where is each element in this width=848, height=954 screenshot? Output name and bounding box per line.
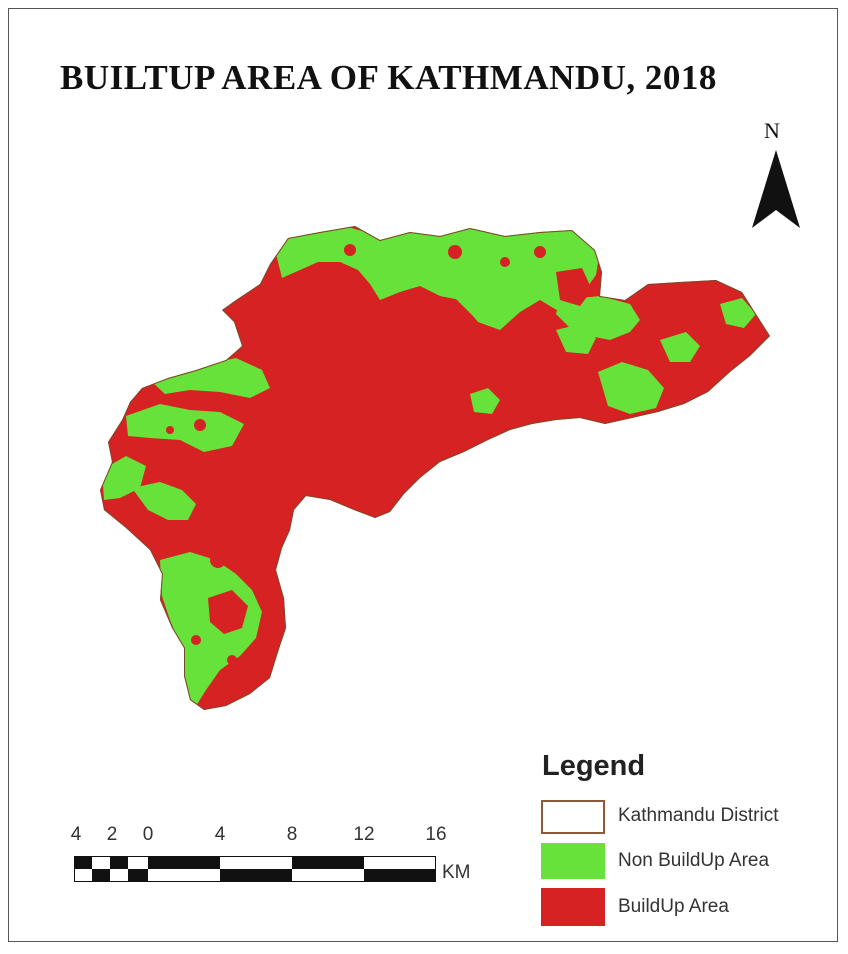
scale-tick-label: 8: [286, 824, 298, 845]
legend-label-district: Kathmandu District: [618, 805, 779, 826]
legend-title: Legend: [542, 750, 646, 782]
scale-unit-label: KM: [442, 862, 471, 883]
legend-swatch-builtup: [541, 888, 605, 926]
legend-swatch-district: [541, 800, 605, 834]
legend-swatch-non-builtup: [541, 843, 605, 879]
map-title: BUILTUP AREA OF KATHMANDU, 2018: [60, 58, 717, 97]
north-arrow-icon: [752, 150, 800, 228]
builtup-specks: [166, 244, 592, 665]
non-builtup-patches: [102, 226, 756, 706]
scale-tick-label: 4: [214, 824, 226, 845]
scale-tick-label: 4: [70, 824, 82, 845]
scale-tick-label: 0: [142, 824, 154, 845]
legend-label-non-builtup: Non BuildUp Area: [618, 850, 770, 871]
scale-tick-label: 12: [353, 824, 375, 845]
scale-tick-label: 2: [106, 824, 118, 845]
scale-tick-label: 16: [425, 824, 447, 845]
scale-bar: [74, 856, 436, 882]
district-area: [100, 226, 770, 710]
legend-label-builtup: BuildUp Area: [618, 896, 729, 917]
north-label: N: [764, 118, 780, 143]
